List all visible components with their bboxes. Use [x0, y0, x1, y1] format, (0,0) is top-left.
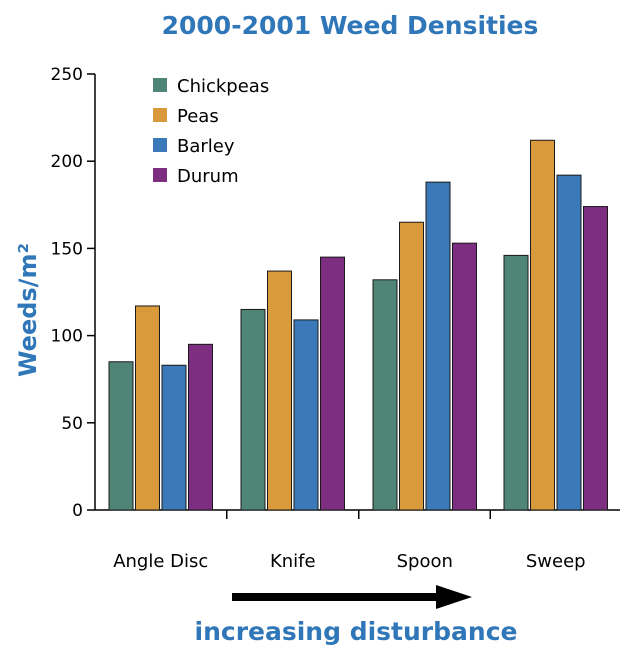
bar-durum-angle-disc	[188, 343, 213, 511]
legend-label-chickpeas: Chickpeas	[177, 76, 269, 97]
legend-swatch-durum	[153, 168, 167, 182]
category-label: Spoon	[397, 551, 453, 572]
y-tick-label: 50	[61, 414, 83, 434]
bar-chickpeas-knife	[240, 308, 266, 511]
y-tick-label: 150	[51, 239, 83, 259]
bar-durum-knife	[320, 256, 345, 511]
category-label: Sweep	[526, 551, 586, 572]
bars	[108, 139, 608, 511]
legend-label-durum: Durum	[177, 166, 239, 187]
y-tick-label: 100	[51, 327, 83, 347]
y-axis: 0 50 100 150 200 250	[51, 65, 96, 521]
category-labels: Angle Disc Knife Spoon Sweep	[113, 551, 585, 572]
bar-peas-angle-disc	[135, 305, 160, 511]
legend-label-barley: Barley	[177, 136, 235, 157]
x-axis-label: increasing disturbance	[195, 617, 518, 646]
legend: Chickpeas Peas Barley Durum	[153, 76, 269, 187]
category-label: Knife	[270, 551, 316, 572]
chart-title: 2000-2001 Weed Densities	[162, 11, 539, 40]
y-axis-label: Weeds/m²	[14, 243, 42, 377]
bar-chickpeas-angle-disc	[108, 361, 134, 511]
bar-durum-spoon	[452, 242, 477, 511]
bar-chickpeas-sweep	[503, 254, 529, 511]
bar-peas-spoon	[399, 221, 424, 511]
bar-peas-sweep	[530, 139, 555, 511]
arrow-head	[436, 585, 472, 609]
y-tick-label: 0	[72, 501, 83, 521]
legend-swatch-peas	[153, 108, 167, 122]
bar-peas-knife	[267, 270, 292, 511]
bar-durum-sweep	[583, 206, 608, 511]
bar-chickpeas-spoon	[372, 279, 398, 511]
category-label: Angle Disc	[113, 551, 208, 572]
legend-swatch-barley	[153, 138, 167, 152]
x-axis	[95, 509, 620, 519]
y-tick-label: 250	[51, 65, 83, 85]
y-tick-label: 200	[51, 152, 83, 172]
legend-label-peas: Peas	[177, 106, 219, 127]
bar-barley-knife	[293, 319, 319, 511]
bar-barley-spoon	[425, 181, 451, 511]
disturbance-arrow	[232, 585, 472, 609]
bar-barley-sweep	[556, 174, 582, 511]
bar-barley-angle-disc	[161, 364, 187, 511]
legend-swatch-chickpeas	[153, 78, 167, 92]
